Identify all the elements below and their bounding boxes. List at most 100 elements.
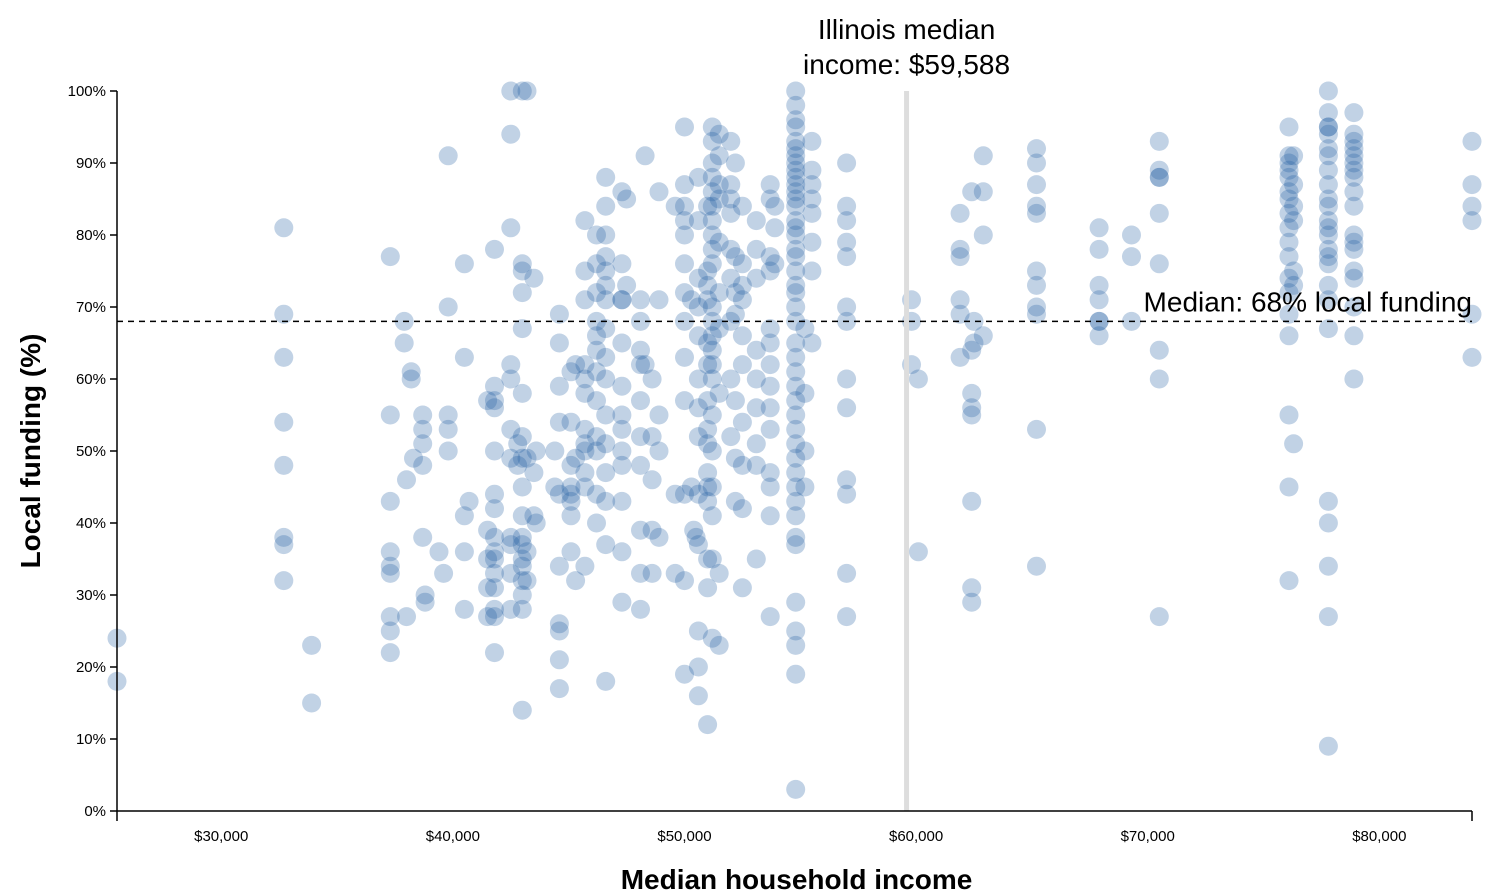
data-point: [964, 311, 984, 331]
data-point: [1279, 117, 1299, 137]
data-point: [698, 261, 718, 281]
data-point: [1122, 247, 1141, 267]
data-point: [587, 225, 606, 245]
data-point: [786, 261, 806, 281]
data-point: [1462, 175, 1482, 195]
data-point: [1344, 146, 1364, 166]
data-point: [795, 383, 815, 403]
data-point: [512, 254, 532, 274]
data-point: [962, 182, 982, 202]
data-point: [485, 484, 504, 504]
data-point: [702, 549, 722, 569]
data-point: [631, 455, 650, 475]
data-point: [517, 81, 537, 101]
data-point: [760, 477, 780, 497]
y-tick-label: 90%: [76, 155, 106, 172]
y-axis: 0% 10% 20% 30% 40% 50% 60% 70% 80% 90% 100%: [68, 83, 118, 820]
data-point: [837, 484, 857, 504]
data-point: [765, 254, 785, 274]
data-point: [698, 578, 718, 598]
data-point: [721, 189, 741, 209]
data-point: [725, 283, 745, 303]
data-point: [698, 477, 718, 497]
data-point: [688, 369, 708, 389]
data-point: [688, 484, 708, 504]
data-point: [1284, 261, 1304, 281]
data-point: [1089, 326, 1109, 346]
data-point: [501, 124, 521, 144]
data-point: [1027, 203, 1046, 223]
data-point: [649, 441, 669, 461]
data-point: [1284, 146, 1304, 166]
y-tick-label: 20%: [76, 659, 106, 676]
data-point: [908, 369, 928, 389]
data-point: [746, 268, 766, 288]
data-point: [746, 549, 766, 569]
data-point: [380, 643, 400, 663]
data-point: [394, 333, 414, 353]
data-point: [561, 484, 581, 504]
data-point: [649, 182, 669, 202]
data-point: [612, 419, 632, 439]
data-point: [380, 556, 400, 576]
y-tick-label: 10%: [76, 731, 106, 748]
data-point: [501, 81, 521, 101]
data-point: [274, 218, 294, 238]
data-point: [746, 434, 766, 454]
data-point: [454, 599, 474, 619]
data-point: [786, 211, 806, 231]
data-point: [1344, 261, 1364, 281]
data-point: [765, 196, 785, 216]
data-point: [274, 347, 294, 367]
data-point: [746, 340, 766, 360]
data-point: [786, 419, 806, 439]
data-point: [765, 218, 785, 238]
data-point: [760, 261, 780, 281]
data-point: [438, 419, 458, 439]
data-point: [698, 434, 718, 454]
state-median-income-label-line1: Illinois median: [818, 14, 995, 45]
data-point: [485, 599, 504, 619]
data-point: [786, 225, 806, 245]
data-point: [760, 463, 780, 483]
data-point: [1279, 247, 1299, 267]
data-point: [1318, 175, 1338, 195]
data-point: [786, 275, 806, 295]
data-point: [837, 153, 857, 173]
data-point: [631, 311, 650, 331]
data-point: [964, 333, 984, 353]
data-point: [596, 275, 616, 295]
data-point: [1279, 326, 1299, 346]
data-point: [596, 535, 616, 555]
data-point: [760, 506, 780, 526]
data-point: [485, 239, 504, 259]
data-point: [587, 326, 606, 346]
y-tick-label: 50%: [76, 443, 106, 460]
data-point: [575, 355, 595, 375]
data-point: [401, 369, 421, 389]
data-point: [1279, 146, 1299, 166]
data-point: [485, 578, 504, 598]
data-point: [1344, 369, 1364, 389]
data-point: [587, 311, 606, 331]
data-point: [612, 542, 632, 562]
data-point: [760, 355, 780, 375]
data-point: [549, 650, 569, 670]
data-point: [675, 664, 694, 684]
data-point: [397, 607, 416, 627]
data-point: [1149, 167, 1169, 187]
data-point: [1318, 247, 1338, 267]
data-point: [760, 319, 780, 339]
data-point: [1122, 225, 1141, 245]
data-point: [566, 571, 586, 591]
data-point: [649, 290, 669, 310]
data-point: [1318, 319, 1338, 339]
data-point: [575, 419, 595, 439]
data-point: [587, 513, 606, 533]
data-point: [1284, 434, 1304, 454]
data-point: [681, 290, 701, 310]
data-point: [566, 355, 586, 375]
data-point: [501, 369, 521, 389]
y-axis-title: Local funding (%): [15, 334, 46, 569]
data-point: [688, 326, 708, 346]
